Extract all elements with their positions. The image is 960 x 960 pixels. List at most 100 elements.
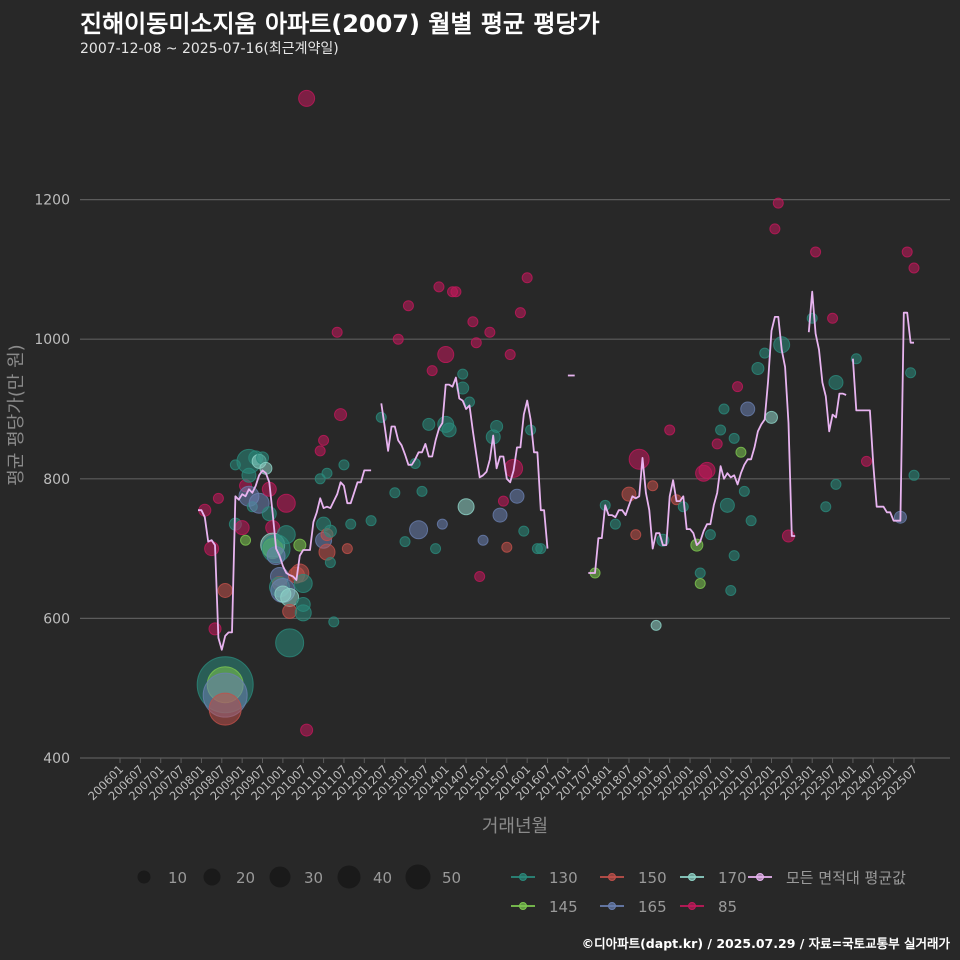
- data-point: [732, 381, 744, 393]
- data-point: [908, 469, 920, 481]
- y-tick-label: 1000: [34, 332, 70, 348]
- data-point: [261, 506, 277, 522]
- y-axis-title: 평균 평당가(만 원): [6, 344, 27, 485]
- data-point: [433, 281, 445, 293]
- size-legend-dot: [137, 870, 151, 884]
- data-point: [504, 349, 516, 361]
- data-point: [365, 515, 377, 527]
- legend-dot: [519, 902, 527, 910]
- data-point: [389, 487, 401, 499]
- data-point: [276, 525, 296, 545]
- data-point: [719, 497, 735, 513]
- data-point: [345, 518, 357, 530]
- data-point: [810, 246, 822, 258]
- data-point: [477, 534, 489, 546]
- legend-label: 145: [549, 898, 578, 916]
- y-tick-label: 1200: [34, 193, 70, 209]
- legend-label: 150: [638, 869, 667, 887]
- data-point: [728, 432, 740, 444]
- data-point: [457, 368, 469, 380]
- average-line: [198, 290, 914, 651]
- data-point: [293, 538, 307, 552]
- average-line-segment: [807, 290, 847, 433]
- data-point: [514, 307, 526, 319]
- data-point: [240, 534, 252, 546]
- data-point: [430, 543, 442, 555]
- data-point: [521, 272, 533, 284]
- data-point: [860, 455, 872, 467]
- data-point: [234, 520, 250, 536]
- data-point: [426, 365, 438, 377]
- size-legend-label: 40: [373, 869, 392, 887]
- data-point: [694, 567, 706, 579]
- data-point: [647, 480, 659, 492]
- size-legend-dot: [337, 865, 361, 889]
- data-point: [901, 246, 913, 258]
- data-point: [501, 541, 513, 553]
- data-point: [715, 424, 727, 436]
- data-point: [738, 485, 750, 497]
- x-axis-title: 거래년월: [482, 816, 548, 837]
- data-point: [694, 578, 706, 589]
- data-point: [241, 467, 257, 483]
- data-point: [328, 616, 340, 628]
- data-point: [450, 286, 462, 298]
- y-tick-label: 400: [43, 751, 70, 767]
- legend-label: 165: [638, 898, 667, 916]
- chart-title: 진해이동미소지움 아파트(2007) 월별 평균 평당가: [80, 10, 600, 38]
- data-point: [751, 362, 765, 376]
- data-point: [628, 448, 650, 470]
- data-point: [436, 518, 448, 530]
- data-point: [830, 478, 842, 490]
- data-point: [402, 300, 414, 312]
- data-point: [698, 461, 716, 479]
- data-point: [212, 492, 224, 504]
- legend-dot: [608, 902, 616, 910]
- data-point: [711, 438, 723, 450]
- data-point: [217, 582, 233, 598]
- data-point: [905, 367, 917, 379]
- data-point: [282, 603, 298, 619]
- legend-dot: [688, 902, 696, 910]
- data-point: [806, 312, 818, 324]
- data-point: [650, 619, 662, 631]
- data-point: [764, 410, 778, 424]
- data-point: [318, 434, 330, 446]
- data-point: [630, 529, 642, 541]
- data-point: [735, 446, 747, 458]
- legend-dot: [519, 873, 527, 881]
- data-point: [422, 417, 436, 431]
- size-legend: 10 20 30 40 50: [137, 864, 461, 890]
- x-tick-labels: 2006012006072007012007072008012008072009…: [85, 758, 920, 803]
- size-legend-label: 30: [304, 869, 323, 887]
- size-legend-label: 20: [236, 869, 255, 887]
- legend-label: 170: [718, 869, 747, 887]
- data-point: [275, 628, 305, 658]
- data-point: [664, 424, 676, 436]
- data-point: [293, 574, 313, 593]
- legend-dot: [608, 873, 616, 881]
- data-point: [409, 520, 429, 540]
- data-point: [441, 422, 457, 438]
- data-point: [300, 723, 314, 737]
- data-point: [725, 584, 737, 596]
- legend-label: 모든 면적대 평균값: [786, 869, 906, 887]
- y-tick-label: 800: [43, 472, 70, 488]
- data-point: [474, 571, 486, 583]
- data-point: [341, 543, 353, 555]
- data-point: [321, 467, 333, 479]
- data-point: [331, 326, 343, 338]
- data-point: [820, 501, 832, 513]
- size-legend-dot: [203, 868, 221, 886]
- data-point: [497, 495, 509, 507]
- data-point: [392, 333, 404, 345]
- credit-text: ©디아파트(dapt.kr) / 2025.07.29 / 자료=국토교통부 실…: [581, 936, 950, 951]
- data-point: [745, 515, 757, 527]
- data-point: [609, 518, 621, 530]
- chart-subtitle: 2007-12-08 ~ 2025-07-16(최근계약일): [80, 41, 339, 57]
- data-point: [509, 488, 525, 504]
- data-point: [492, 507, 508, 523]
- data-point: [457, 498, 475, 516]
- data-point: [298, 89, 316, 107]
